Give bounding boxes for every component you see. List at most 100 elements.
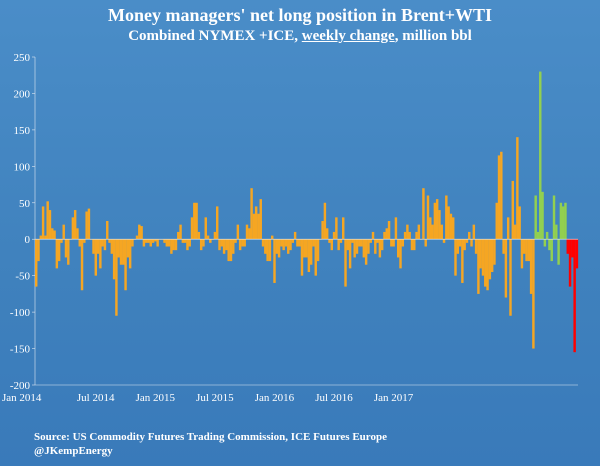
y-tick-label: -150: [10, 344, 31, 356]
bar-orange-161: [403, 231, 407, 240]
bar-orange-71: [197, 231, 201, 240]
bar-orange-100: [264, 239, 267, 254]
bar-orange-140: [355, 239, 359, 254]
bar-orange-89: [238, 239, 242, 251]
bar-orange-36: [117, 239, 120, 258]
bar-orange-203: [500, 151, 503, 240]
bar-orange-181: [449, 213, 453, 240]
bar-orange-179: [445, 195, 448, 240]
bar-orange-217: [532, 239, 535, 349]
bar-orange-56: [163, 239, 166, 243]
bar-orange-42: [131, 239, 134, 247]
bar-orange-174: [433, 202, 437, 240]
bar-green-1: [536, 231, 540, 240]
bar-green-2: [539, 71, 542, 240]
bar-orange-212: [520, 239, 524, 269]
bar-red-4: [575, 239, 579, 269]
bar-orange-75: [206, 235, 210, 240]
bar-orange-113: [293, 231, 297, 240]
bar-orange-196: [484, 239, 487, 287]
bar-orange-201: [495, 202, 498, 240]
bar-orange-67: [188, 239, 191, 247]
bar-orange-37: [119, 239, 123, 265]
bar-orange-204: [502, 239, 505, 254]
bar-orange-105: [275, 239, 279, 254]
bar-orange-82: [222, 239, 226, 254]
bar-red-1: [568, 239, 572, 287]
bar-orange-120: [309, 239, 313, 265]
bar-orange-163: [408, 231, 411, 240]
bar-orange-47: [142, 239, 146, 247]
bar-orange-152: [383, 231, 386, 240]
bar-orange-134: [342, 217, 345, 240]
bar-orange-150: [378, 239, 382, 258]
chart-subtitle: Combined NYMEX +ICE, weekly change, mill…: [0, 26, 600, 46]
chart-title: Money managers' net long position in Bre…: [108, 5, 492, 25]
bar-orange-44: [135, 235, 139, 240]
bar-orange-103: [270, 235, 274, 240]
bar-orange-110: [287, 239, 290, 254]
bar-orange-23: [87, 208, 91, 240]
y-tick-label: -200: [10, 380, 31, 392]
bar-orange-16: [71, 217, 75, 240]
bar-orange-83: [225, 239, 228, 251]
bar-orange-101: [266, 239, 269, 262]
bar-orange-35: [115, 239, 118, 316]
bar-orange-164: [410, 239, 414, 251]
bar-orange-131: [335, 217, 338, 240]
bar-orange-76: [209, 239, 212, 243]
y-axis: 250 200 150 100 50 0 -50 -100 -150 -200: [10, 52, 36, 392]
bar-orange-81: [220, 239, 224, 247]
y-tick-label: 50: [19, 198, 31, 210]
bar-orange-153: [385, 228, 388, 240]
bar-orange-25: [92, 239, 95, 254]
bar-orange-1: [37, 239, 40, 262]
source-note: Source: US Commodity Futures Trading Com…: [34, 430, 594, 458]
bar-orange-50: [149, 239, 152, 247]
bar-orange-30: [103, 239, 107, 251]
bar-red-3: [573, 239, 576, 353]
bar-orange-183: [454, 239, 457, 276]
bar-orange-26: [94, 239, 98, 276]
bar-orange-59: [170, 239, 173, 254]
bar-orange-80: [218, 239, 221, 251]
bar-orange-116: [300, 239, 304, 276]
bar-orange-160: [401, 239, 405, 247]
bar-orange-207: [509, 239, 512, 316]
bar-orange-145: [367, 239, 370, 254]
x-tick-label: Jan 2015: [136, 392, 176, 404]
bar-orange-32: [108, 239, 111, 243]
bar-orange-87: [234, 239, 237, 243]
bar-orange-40: [126, 239, 130, 258]
bar-orange-128: [328, 239, 331, 243]
bar-orange-72: [199, 239, 203, 251]
bar-green-5: [545, 231, 549, 240]
bar-orange-62: [177, 231, 180, 240]
bar-orange-104: [273, 239, 276, 283]
bar-orange-64: [181, 239, 185, 243]
bar-orange-61: [174, 239, 178, 251]
bar-orange-29: [101, 239, 104, 247]
bar-orange-139: [353, 239, 356, 258]
bar-orange-112: [291, 239, 295, 243]
bar-orange-52: [154, 239, 157, 242]
bar-orange-88: [236, 224, 240, 240]
bar-orange-156: [392, 239, 395, 247]
y-tick-label: 150: [14, 125, 31, 137]
bar-orange-147: [371, 231, 375, 240]
y-tick-label: 250: [14, 52, 31, 64]
bar-orange-170: [424, 239, 427, 247]
subtitle-pre: Combined NYMEX +ICE,: [128, 28, 302, 44]
bar-red-0: [566, 239, 569, 254]
bar-orange-166: [415, 231, 418, 240]
bar-green-6: [548, 239, 551, 251]
bar-orange-119: [307, 239, 311, 273]
bar-orange-108: [282, 239, 285, 251]
bar-orange-45: [138, 224, 141, 240]
bar-orange-195: [481, 239, 485, 276]
bar-orange-58: [167, 239, 171, 247]
bar-green-4: [543, 239, 547, 247]
bar-orange-48: [144, 239, 148, 243]
subtitle-post: , million bbl: [394, 28, 472, 44]
bar-orange-130: [332, 231, 336, 240]
